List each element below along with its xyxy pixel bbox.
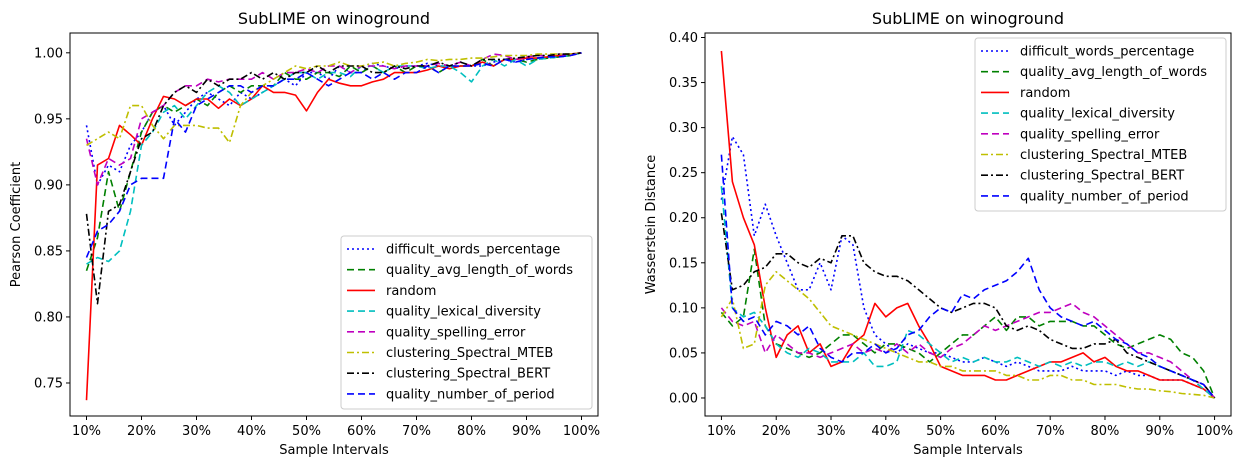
x-tick-label: 100% bbox=[1196, 424, 1233, 439]
chart-left-pearson: SubLIME on winoground 10% 20% 30% 40% 50% 60% 7… bbox=[9, 9, 600, 458]
x-tick-label: 70% bbox=[1036, 424, 1065, 439]
series-line-quality-number-of-period bbox=[720, 154, 1216, 399]
x-tick-label: 10% bbox=[72, 424, 101, 439]
y-axis-title: Wasserstein Distance bbox=[644, 155, 659, 295]
x-tick-label: 90% bbox=[1145, 424, 1174, 439]
x-tick-label: 50% bbox=[292, 424, 321, 439]
y-tick-label: 0.20 bbox=[669, 211, 698, 226]
series-line-difficult-words-percentage bbox=[720, 135, 1216, 399]
y-tick-label: 0.90 bbox=[34, 178, 63, 193]
legend-label: quality_spelling_error bbox=[386, 325, 526, 340]
series-line-quality-lexical-diversity bbox=[720, 186, 1216, 399]
series-lines bbox=[85, 52, 582, 401]
x-tick-label: 80% bbox=[457, 424, 486, 439]
legend-label: random bbox=[1020, 86, 1070, 101]
series-line-clustering-spectral-mteb bbox=[86, 52, 582, 146]
y-tick-label: 0.95 bbox=[34, 112, 63, 127]
x-tick-label: 30% bbox=[817, 424, 846, 439]
y-tick-label: 0.25 bbox=[669, 166, 698, 181]
legend-box bbox=[974, 37, 1227, 212]
x-tick-label: 40% bbox=[871, 424, 900, 439]
y-tick-label: 0.80 bbox=[34, 310, 63, 325]
y-tick-label: 0.10 bbox=[669, 301, 698, 316]
series-line-quality-number-of-period bbox=[85, 52, 582, 258]
x-tick-label: 70% bbox=[402, 424, 431, 439]
y-tick-label: 0.15 bbox=[669, 256, 698, 271]
x-tick-label: 20% bbox=[127, 424, 156, 439]
legend-label: quality_number_of_period bbox=[386, 387, 555, 402]
series-line-random bbox=[720, 50, 1216, 399]
y-tick-label: 0.35 bbox=[669, 76, 698, 91]
series-line-difficult-words-percentage bbox=[85, 52, 582, 186]
legend-label: clustering_Spectral_MTEB bbox=[386, 346, 553, 361]
y-tick-label: 0.00 bbox=[669, 391, 698, 406]
x-tick-label: 10% bbox=[707, 424, 736, 439]
legend: difficult_words_percentage quality_avg_le… bbox=[340, 235, 593, 410]
legend-label: random bbox=[386, 284, 436, 299]
y-tick-label: 0.75 bbox=[34, 376, 63, 391]
legend-label: clustering_Spectral_MTEB bbox=[1020, 148, 1187, 163]
x-tick-label: 80% bbox=[1091, 424, 1120, 439]
y-axis-title: Pearson Coefficient bbox=[9, 162, 24, 287]
x-tick-label: 60% bbox=[981, 424, 1010, 439]
x-tick-label: 60% bbox=[347, 424, 376, 439]
x-tick-label: 50% bbox=[926, 424, 955, 439]
x-tick-label: 90% bbox=[512, 424, 541, 439]
chart-right-wasserstein: SubLIME on winoground 10% 20% 30% 40% 50% 60% 7… bbox=[644, 9, 1233, 458]
series-line-clustering-spectral-bert bbox=[720, 213, 1216, 399]
legend-label: difficult_words_percentage bbox=[1020, 45, 1194, 60]
x-axis-title: Sample Intervals bbox=[913, 443, 1023, 458]
chart-title: SubLIME on winoground bbox=[238, 9, 430, 28]
series-line-clustering-spectral-mteb bbox=[720, 270, 1215, 399]
x-axis-title: Sample Intervals bbox=[279, 443, 389, 458]
plot-frame bbox=[704, 32, 1232, 417]
plot-frame bbox=[69, 32, 599, 417]
series-line-quality-lexical-diversity bbox=[86, 52, 582, 265]
x-tick-label: 100% bbox=[563, 424, 600, 439]
series-line-clustering-spectral-bert bbox=[85, 52, 582, 305]
y-tick-label: 0.40 bbox=[669, 31, 698, 46]
y-tick-label: 0.05 bbox=[669, 346, 698, 361]
legend-label: difficult_words_percentage bbox=[386, 243, 560, 258]
legend-label: quality_spelling_error bbox=[1020, 127, 1160, 142]
legend-label: quality_lexical_diversity bbox=[1020, 107, 1175, 122]
y-tick-label: 0.30 bbox=[669, 121, 698, 136]
legend-label: quality_lexical_diversity bbox=[386, 305, 541, 320]
x-tick-label: 30% bbox=[182, 424, 211, 439]
chart-title: SubLIME on winoground bbox=[872, 9, 1064, 28]
y-tick-label: 0.85 bbox=[34, 244, 63, 259]
legend-box bbox=[340, 235, 593, 410]
x-tick-label: 40% bbox=[237, 424, 266, 439]
legend-label: clustering_Spectral_BERT bbox=[1020, 169, 1184, 184]
legend-label: quality_avg_length_of_words bbox=[386, 263, 573, 278]
legend-label: clustering_Spectral_BERT bbox=[386, 367, 550, 382]
legend-label: quality_number_of_period bbox=[1020, 189, 1189, 204]
legend-label: quality_avg_length_of_words bbox=[1020, 65, 1207, 80]
series-lines bbox=[720, 50, 1216, 399]
legend: difficult_words_percentage quality_avg_le… bbox=[974, 37, 1227, 212]
x-tick-label: 20% bbox=[762, 424, 791, 439]
series-line-quality-avg-length-of-words bbox=[720, 248, 1216, 399]
y-tick-label: 1.00 bbox=[34, 46, 63, 61]
